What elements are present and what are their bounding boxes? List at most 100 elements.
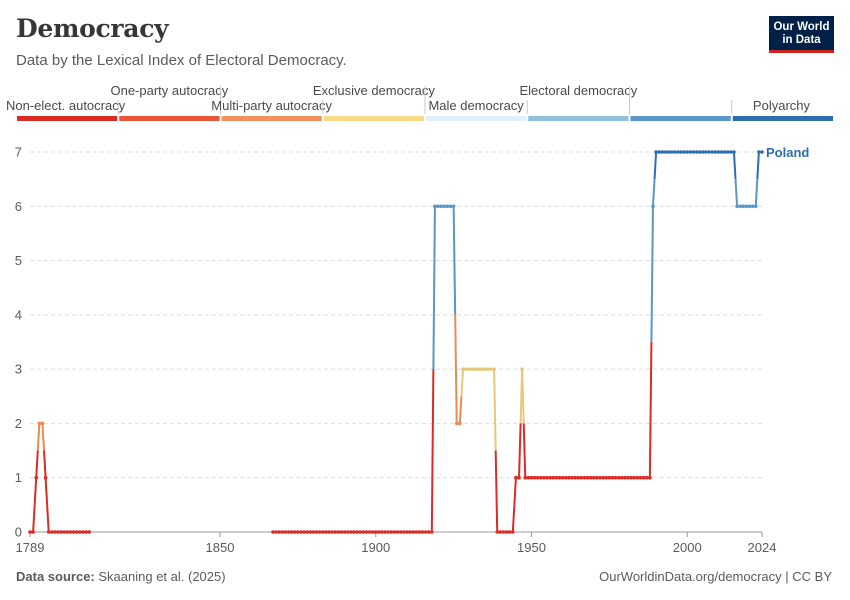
data-point[interactable] (520, 367, 524, 371)
data-point[interactable] (626, 475, 630, 480)
data-point[interactable] (657, 150, 662, 154)
data-point[interactable] (361, 530, 366, 534)
data-point[interactable] (342, 530, 347, 534)
data-point[interactable] (582, 475, 587, 480)
data-point[interactable] (476, 367, 481, 371)
data-point[interactable] (620, 475, 624, 480)
data-point[interactable] (648, 475, 652, 480)
data-point[interactable] (489, 367, 493, 371)
data-point[interactable] (641, 475, 646, 480)
data-point[interactable] (532, 475, 537, 480)
data-point[interactable] (753, 204, 758, 209)
data-point[interactable] (507, 530, 512, 534)
data-point[interactable] (364, 530, 369, 534)
data-point[interactable] (464, 367, 468, 371)
data-point[interactable] (59, 530, 63, 534)
data-point[interactable] (87, 530, 91, 534)
data-point[interactable] (389, 530, 394, 534)
data-point[interactable] (333, 530, 338, 534)
data-point[interactable] (327, 530, 331, 534)
data-point[interactable] (610, 475, 615, 480)
data-point[interactable] (744, 204, 749, 209)
data-point[interactable] (682, 150, 686, 154)
data-point[interactable] (716, 150, 721, 154)
data-point[interactable] (373, 530, 378, 534)
data-point[interactable] (458, 421, 462, 426)
data-point[interactable] (760, 150, 764, 154)
data-point[interactable] (283, 530, 288, 534)
data-point[interactable] (676, 150, 680, 154)
data-point[interactable] (486, 367, 490, 371)
data-point[interactable] (367, 530, 372, 534)
data-source-text[interactable]: Skaaning et al. (2025) (98, 569, 226, 584)
data-point[interactable] (380, 530, 384, 534)
data-point[interactable] (398, 530, 403, 534)
data-point[interactable] (271, 530, 275, 534)
data-point[interactable] (34, 475, 39, 480)
data-point[interactable] (355, 530, 359, 534)
data-point[interactable] (395, 530, 400, 534)
data-point[interactable] (386, 530, 391, 534)
data-point[interactable] (68, 530, 73, 534)
data-point[interactable] (710, 150, 714, 154)
data-point[interactable] (660, 150, 665, 154)
data-point[interactable] (448, 204, 453, 209)
data-point[interactable] (504, 530, 509, 534)
data-point[interactable] (560, 475, 565, 480)
data-point[interactable] (735, 204, 739, 209)
data-point[interactable] (623, 475, 627, 480)
data-point[interactable] (439, 204, 443, 209)
data-point[interactable] (401, 530, 406, 534)
data-point[interactable] (345, 530, 350, 534)
data-point[interactable] (46, 530, 51, 534)
data-point[interactable] (495, 530, 500, 534)
data-point[interactable] (598, 475, 602, 480)
data-point[interactable] (492, 367, 496, 371)
data-point[interactable] (713, 150, 718, 154)
data-point[interactable] (591, 475, 596, 480)
data-point[interactable] (414, 530, 419, 534)
data-point[interactable] (370, 530, 375, 534)
data-point[interactable] (663, 150, 668, 154)
data-point[interactable] (277, 530, 281, 534)
data-point[interactable] (654, 150, 658, 154)
owid-logo[interactable]: Our World in Data (769, 16, 834, 53)
data-point[interactable] (704, 150, 708, 154)
data-point[interactable] (722, 150, 727, 154)
data-point[interactable] (78, 530, 82, 534)
data-point[interactable] (71, 530, 76, 534)
data-point[interactable] (311, 530, 316, 534)
data-point[interactable] (467, 367, 472, 371)
data-point[interactable] (292, 530, 297, 534)
data-point[interactable] (405, 530, 409, 534)
data-point[interactable] (551, 475, 556, 480)
data-point[interactable] (470, 367, 475, 371)
data-point[interactable] (747, 204, 752, 209)
data-point[interactable] (383, 530, 387, 534)
data-point[interactable] (430, 530, 434, 534)
data-point[interactable] (514, 475, 518, 480)
data-point[interactable] (707, 150, 711, 154)
data-point[interactable] (454, 421, 459, 426)
data-point[interactable] (479, 367, 484, 371)
data-point[interactable] (308, 530, 313, 534)
data-point[interactable] (62, 530, 67, 534)
data-point[interactable] (563, 475, 568, 480)
data-point[interactable] (579, 475, 584, 480)
data-point[interactable] (358, 530, 362, 534)
data-point[interactable] (719, 150, 724, 154)
data-point[interactable] (604, 475, 609, 480)
data-point[interactable] (635, 475, 640, 480)
data-point[interactable] (526, 475, 531, 480)
data-point[interactable] (445, 204, 450, 209)
data-point[interactable] (482, 367, 487, 371)
data-point[interactable] (607, 475, 612, 480)
data-point[interactable] (408, 530, 412, 534)
data-point[interactable] (501, 530, 506, 534)
data-point[interactable] (321, 530, 325, 534)
data-point[interactable] (517, 475, 521, 480)
data-point[interactable] (694, 150, 699, 154)
data-point[interactable] (535, 475, 540, 480)
data-point[interactable] (729, 150, 733, 154)
data-point[interactable] (585, 475, 590, 480)
